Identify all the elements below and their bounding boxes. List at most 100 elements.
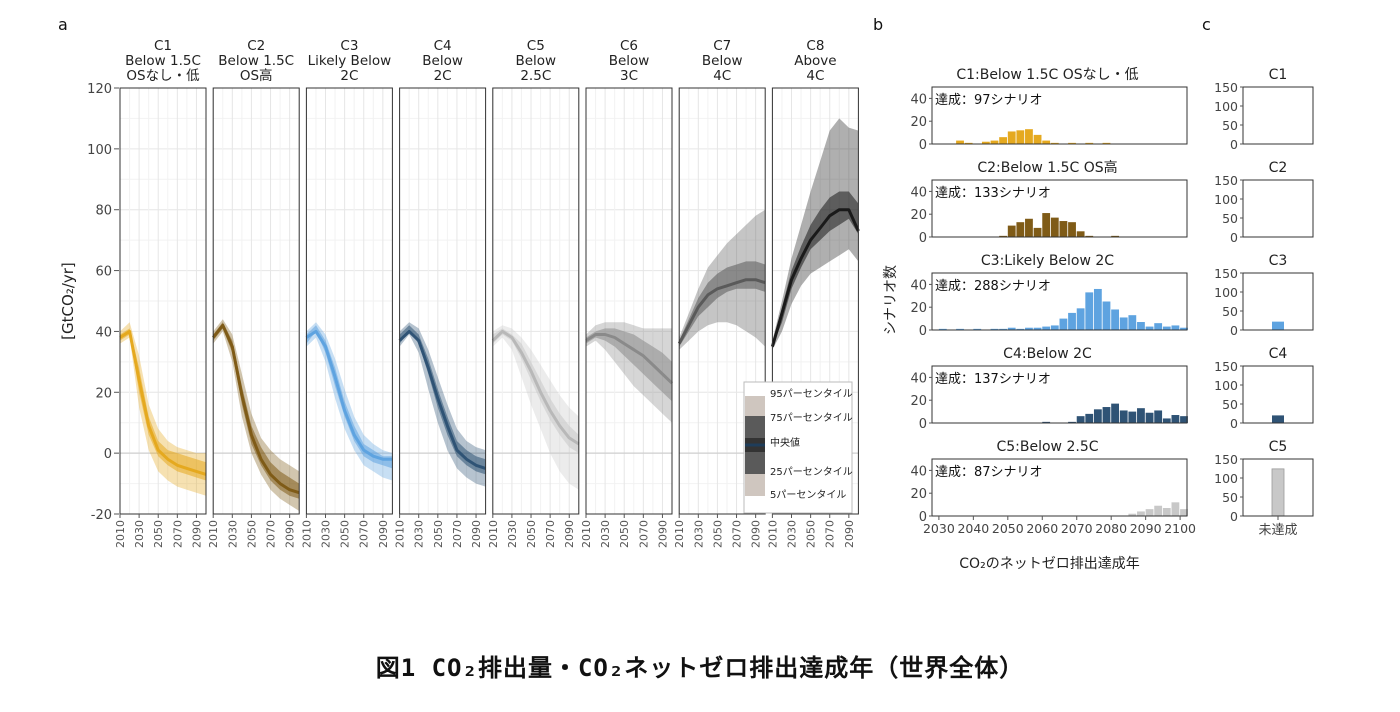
histogram-bar — [1119, 410, 1128, 423]
y-axis-title: [GtCO₂/yr] — [59, 262, 77, 340]
x-tick-label: 2070 — [1061, 521, 1093, 536]
x-tick-label: 2010 — [487, 520, 500, 548]
facet-title: 2C — [434, 68, 452, 84]
y-tick-label: 0 — [104, 447, 112, 462]
histogram-bar — [1042, 421, 1051, 423]
facet-border — [931, 272, 1188, 331]
facet-annotation: 達成：288シナリオ — [935, 279, 1051, 294]
histogram-bar — [999, 137, 1008, 144]
histogram-bar — [1162, 326, 1171, 330]
x-tick-label: 2030 — [413, 520, 426, 548]
histogram-bar — [1025, 129, 1033, 144]
histogram-bar — [1059, 318, 1068, 330]
y-tick-label: -20 — [91, 508, 112, 523]
facet-title: C4 — [434, 38, 452, 54]
histogram-bar — [1007, 327, 1016, 330]
histogram-bar — [1042, 140, 1051, 144]
band-25-75 — [679, 261, 766, 347]
histogram-bar — [1068, 421, 1076, 423]
x-tick-label: 2010 — [766, 520, 779, 548]
y-tick-label: 150 — [1214, 266, 1238, 281]
facet-title: Likely Below — [308, 53, 392, 69]
histogram-bar — [1059, 221, 1068, 237]
y-tick-label: 0 — [1230, 323, 1238, 338]
histogram-bar — [1016, 328, 1025, 330]
histogram-facet: C3:Likely Below 2C 達成：288シナリオ 0 20 40 — [910, 253, 1188, 339]
legend-swatch — [745, 416, 765, 438]
median-line — [491, 329, 580, 446]
not-achieved-facet: C3 0 50 100 150 — [1214, 253, 1314, 338]
legend-label: 5パーセンタイル — [770, 489, 846, 501]
facet-title: C1 — [154, 38, 172, 54]
x-tick-label: 2050 — [432, 520, 445, 548]
y-tick-label: 120 — [87, 82, 112, 97]
histogram-bar — [1128, 411, 1137, 423]
legend-label: 25パーセンタイル — [770, 466, 853, 478]
histogram-bar — [1025, 327, 1033, 330]
plot-background — [1243, 180, 1313, 237]
y-tick-label: 20 — [910, 487, 927, 502]
histogram-bar — [1007, 131, 1016, 144]
x-tick-label: 2030 — [320, 520, 333, 548]
histogram-bar — [1102, 142, 1111, 144]
histogram-bar — [1085, 235, 1094, 237]
histogram-bar — [999, 235, 1008, 237]
facet-title: C4 — [1269, 346, 1288, 362]
x-tick-label: 2090 — [750, 520, 763, 548]
histogram-bar — [1128, 513, 1137, 516]
histogram-bar — [964, 142, 973, 144]
histogram-bar — [1154, 505, 1163, 516]
facet-border — [399, 87, 487, 515]
facet-title: Below — [422, 53, 463, 69]
facet-title: Above — [794, 53, 836, 69]
histogram-bar — [1050, 142, 1059, 144]
x-tick-label: 2030 — [599, 520, 612, 548]
x-tick-label: 2030 — [923, 521, 955, 536]
facet-title: C5 — [527, 38, 545, 54]
histogram-bar — [1145, 412, 1154, 423]
y-tick-label: 0 — [1230, 416, 1238, 431]
band-25-75 — [772, 191, 859, 347]
x-tick-label: 2050 — [711, 520, 724, 548]
histogram-bar — [1076, 308, 1085, 330]
histogram-bar — [1033, 134, 1042, 144]
facet-title: C7 — [713, 38, 731, 54]
facet-title: 4C — [806, 68, 824, 84]
histogram-bar — [938, 328, 947, 330]
x-tick-label: 2030 — [506, 520, 519, 548]
panel-label-a: a — [58, 15, 68, 34]
y-tick-label: 50 — [1222, 490, 1238, 505]
x-tick-label: 2030 — [786, 520, 799, 548]
histogram-bar — [1033, 327, 1042, 330]
facet-title: C3 — [340, 38, 358, 54]
facet-border — [305, 87, 393, 515]
y-tick-label: 20 — [910, 301, 927, 316]
histogram-bar — [1016, 222, 1025, 237]
y-tick-label: 100 — [1214, 99, 1238, 114]
histogram-bar — [1093, 409, 1102, 423]
facet-title: C5 — [1269, 439, 1288, 455]
x-tick-label: 2070 — [544, 520, 557, 548]
y-tick-label: 0 — [1230, 137, 1238, 152]
histogram-bar — [1154, 323, 1163, 330]
facet-title: C4:Below 2C — [1003, 346, 1092, 362]
x-tick-label: 未達成 — [1258, 523, 1297, 538]
x-tick-label: 2070 — [171, 520, 184, 548]
band-5-95 — [492, 325, 579, 490]
histogram-bar — [1128, 315, 1137, 330]
histogram-bar — [1085, 142, 1094, 144]
band-25-75 — [586, 328, 672, 402]
histogram-bar — [1068, 222, 1076, 237]
histogram-bar — [1033, 227, 1042, 237]
histogram-bar — [956, 328, 964, 330]
x-tick-label: 2050 — [992, 521, 1024, 536]
band-5-95 — [120, 322, 206, 496]
x-axis-title: CO₂のネットゼロ排出達成年 — [959, 556, 1139, 572]
netzero-histogram-panel: シナリオ数 CO₂のネットゼロ排出達成年 C1:Below 1.5C OSなし・低達… — [883, 67, 1196, 572]
x-tick-label: 2070 — [451, 520, 464, 548]
x-tick-label: 2010 — [207, 520, 220, 548]
plot-background — [932, 87, 1187, 144]
x-tick-label: 2050 — [805, 520, 818, 548]
